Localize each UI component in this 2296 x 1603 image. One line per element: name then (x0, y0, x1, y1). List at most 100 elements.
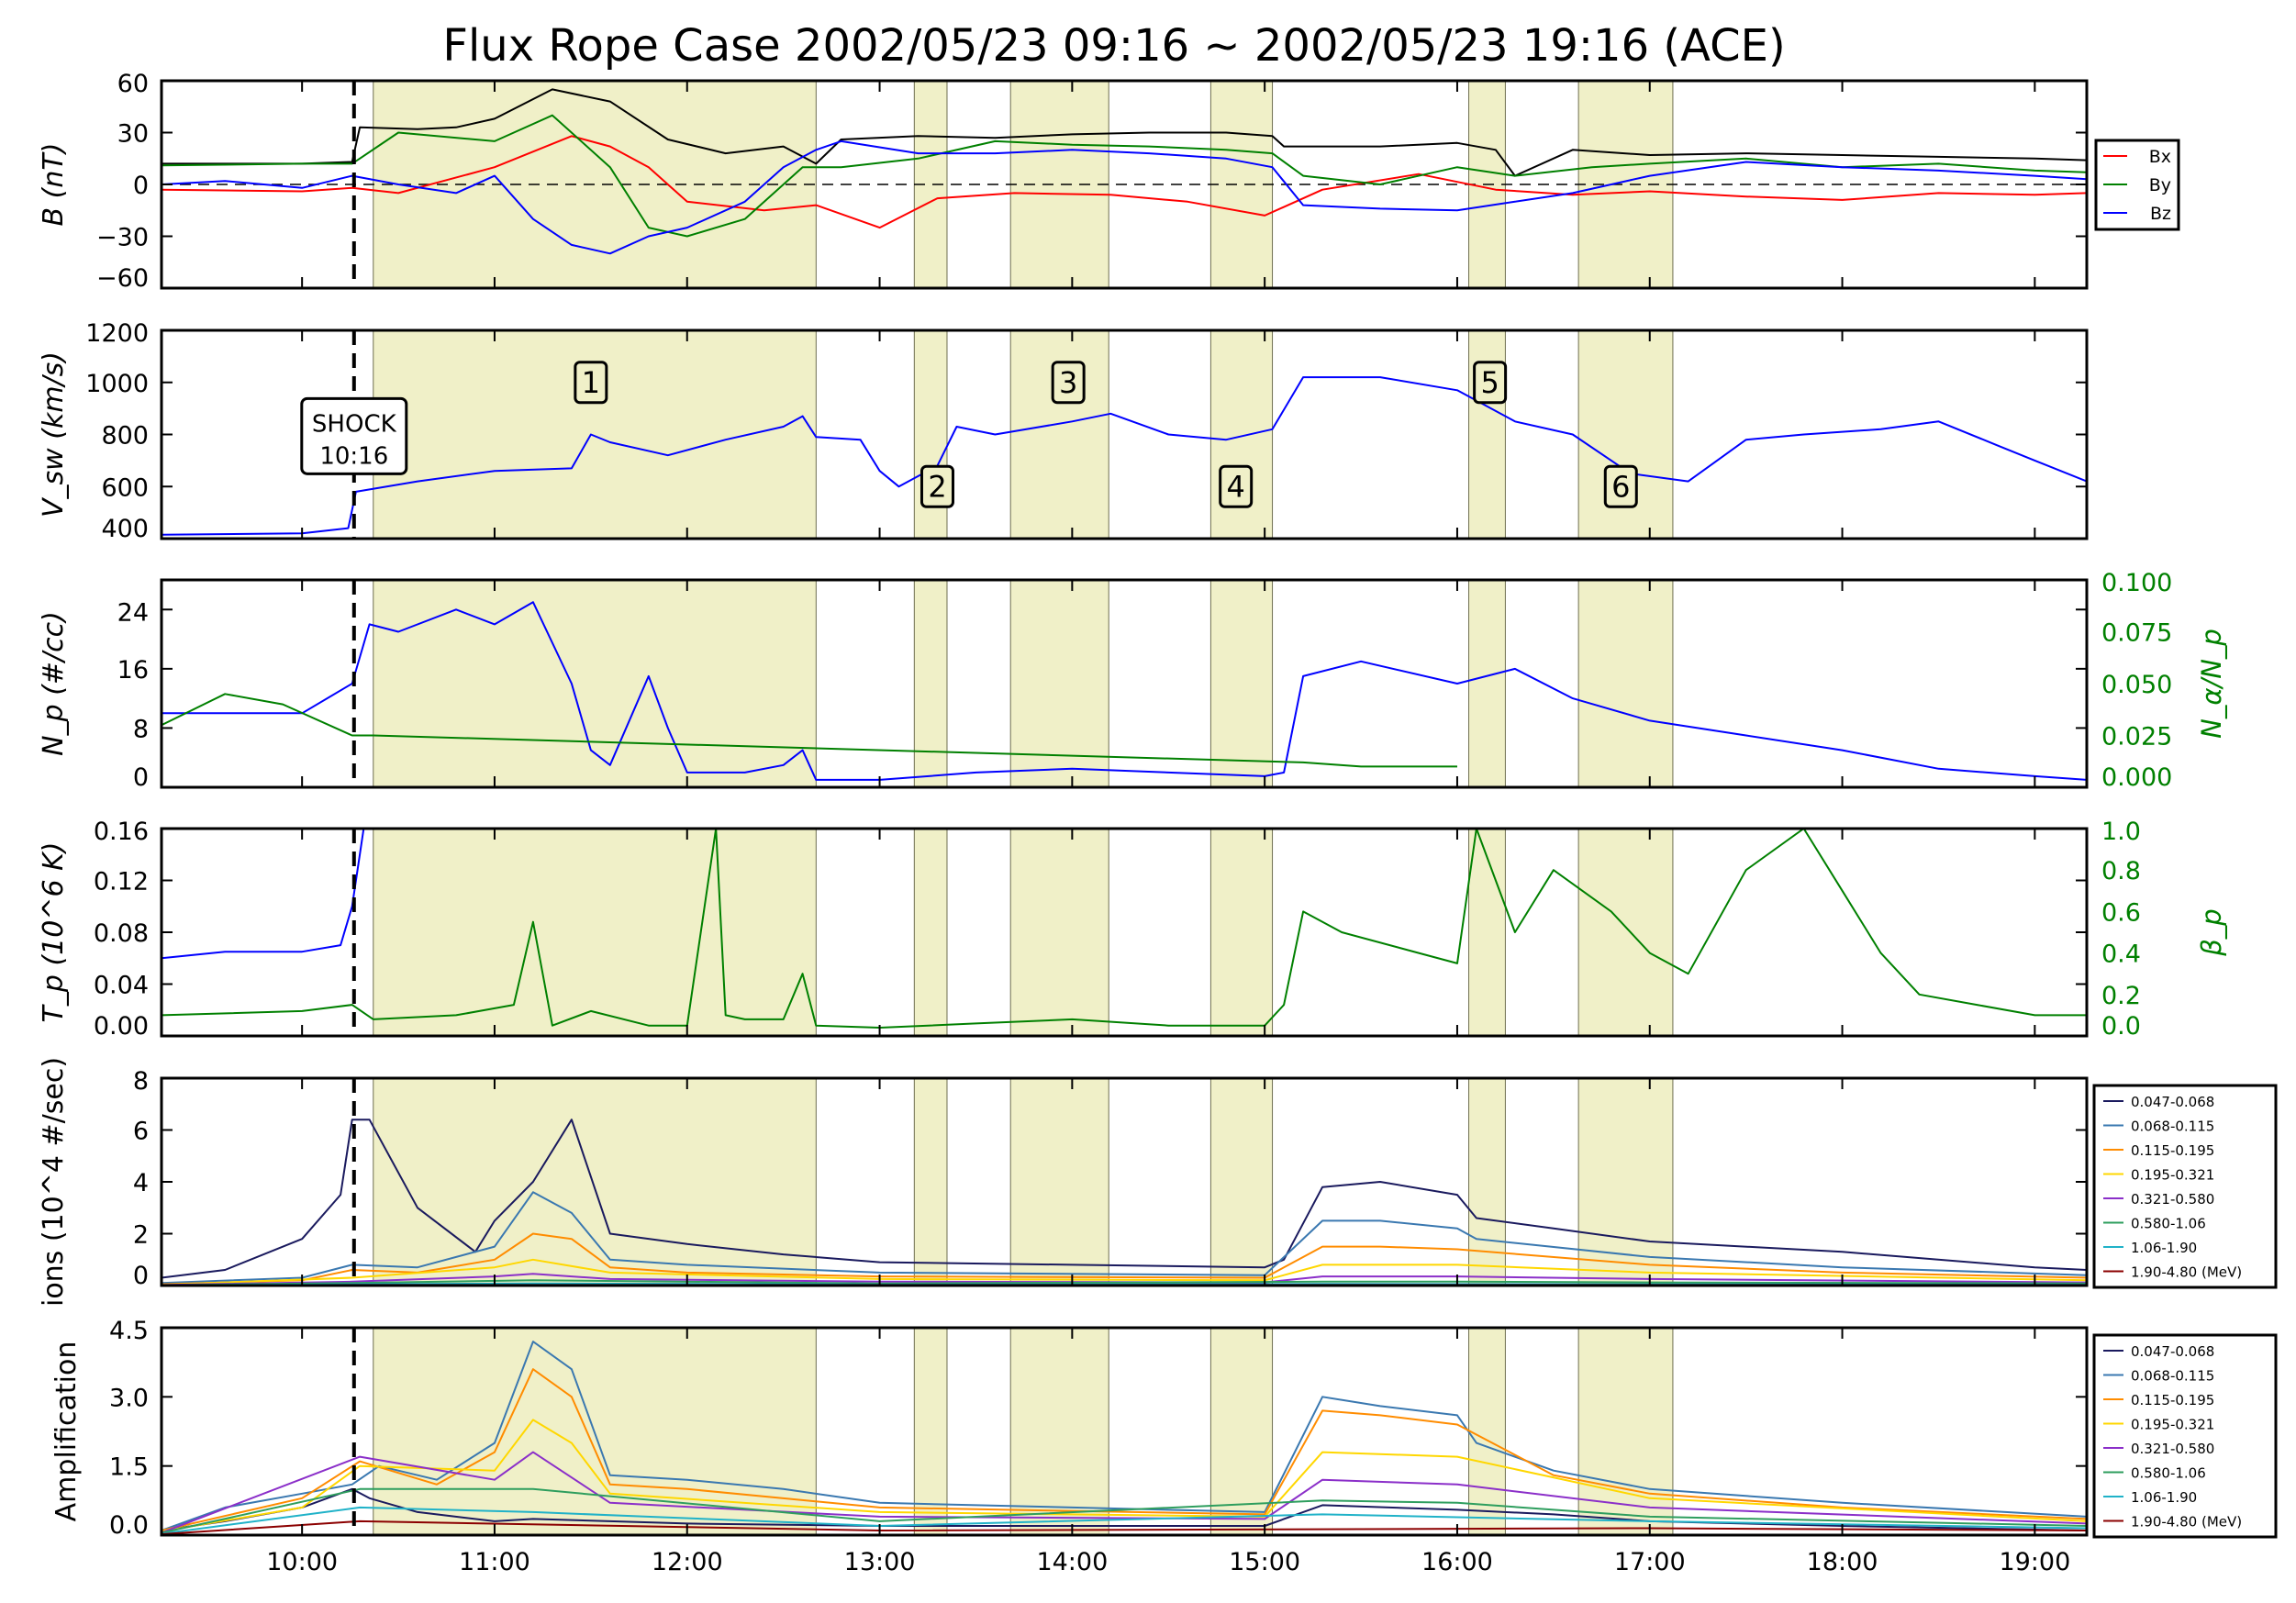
shaded-interval-3 (1009, 1077, 1109, 1286)
y-axis-label: N_p (#/cc) (38, 611, 70, 756)
legend-label: 0.580-1.06 (2131, 1216, 2206, 1232)
y-axis-label: B (nT) (38, 143, 70, 227)
xtick-label: 10:00 (266, 1548, 338, 1576)
legend-box (2092, 1084, 2278, 1289)
legend-label: 1.06-1.90 (2131, 1489, 2197, 1506)
panel-np: 24 16 8 0 0.100 0.075 0.050 0.025 0.000 N_α/N_p N_… (38, 569, 2227, 792)
panel-frame (160, 578, 2089, 789)
y2-axis-label: N_α/N_p (2196, 629, 2227, 739)
series-line-amp-1 (162, 1341, 2087, 1531)
series-line-ions-5 (162, 1279, 2087, 1286)
legend-label: 0.047-0.068 (2131, 1094, 2214, 1110)
xtick-label: 14:00 (1036, 1548, 1108, 1576)
series-line-b-1 (162, 135, 2087, 229)
y2tick-label: 0.050 (2101, 671, 2172, 699)
ytick-label: 0.00 (94, 1012, 149, 1041)
xtick-label: 19:00 (1999, 1548, 2070, 1576)
ytick-label: 0.08 (94, 919, 149, 948)
ytick-label: 60 (117, 70, 149, 98)
ytick-label: 0 (133, 1262, 149, 1290)
ytick-label: 4.5 (109, 1317, 149, 1345)
legend-b: Bx By Bz (2094, 139, 2180, 231)
legend-label: 0.068-0.115 (2131, 1119, 2214, 1135)
series-line-ions-1 (162, 1191, 2087, 1285)
ytick-label: 0.0 (109, 1511, 149, 1540)
shaded-interval-4 (1209, 1077, 1274, 1286)
shaded-interval-4 (1209, 828, 1274, 1037)
shaded-interval-6 (1577, 579, 1674, 788)
legend-label: 0.321-0.580 (2131, 1441, 2214, 1457)
panel-tp: 0.16 0.12 0.08 0.04 0.00 1.0 0.8 0.6 0.4 0.20.0 β_… (38, 818, 2227, 1041)
interval-label: 5 (1480, 365, 1499, 400)
ytick-label: −60 (96, 264, 149, 293)
legend-label: 1.06-1.90 (2131, 1240, 2197, 1256)
ytick-label: 8 (133, 1067, 149, 1096)
ytick-label: −30 (96, 224, 149, 252)
shaded-interval-2 (913, 828, 948, 1037)
y-axis-label: V_sw (km/s) (38, 351, 70, 518)
shaded-interval-4 (1209, 579, 1274, 788)
ytick-label: 16 (117, 656, 149, 685)
xtick-label: 12:00 (652, 1548, 723, 1576)
xtick-label: 17:00 (1614, 1548, 1686, 1576)
y2tick-label: 0.075 (2101, 619, 2172, 648)
legend-label: 1.90-4.80 (MeV) (2131, 1264, 2242, 1281)
legend-label: 0.195-0.321 (2131, 1417, 2214, 1433)
panel-frame (160, 1326, 2089, 1537)
shaded-interval-5 (1468, 579, 1506, 788)
ytick-label: 2 (133, 1221, 149, 1250)
series-group (162, 376, 2087, 536)
legend-label: Bx (2149, 147, 2171, 167)
shaded-interval-4 (1209, 80, 1274, 289)
ytick-label: 0 (133, 172, 149, 200)
series-line-np-1 (162, 693, 1457, 768)
series-line-amp-2 (162, 1368, 2087, 1531)
series-group (162, 88, 2087, 255)
legend-ions: 0.047-0.068 0.068-0.115 0.115-0.195 0.195-0… (2092, 1084, 2278, 1289)
y2-axis-label: β_p (2196, 908, 2227, 956)
y2tick-label: 0.100 (2101, 569, 2172, 597)
chart-title: Flux Rope Case 2002/05/23 09:16 ~ 2002/0… (442, 20, 1785, 72)
shaded-interval-3 (1009, 1327, 1109, 1536)
shaded-interval-3 (1009, 828, 1109, 1037)
series-group (162, 601, 2087, 781)
shaded-interval-1 (373, 579, 817, 788)
interval-label: 4 (1227, 469, 1245, 504)
y2tick-label: 0.6 (2101, 898, 2141, 927)
series-line-amp-3 (162, 1419, 2087, 1532)
ytick-label: 0.16 (94, 818, 149, 846)
ytick-label: 8 (133, 715, 149, 743)
legend-amp: 0.047-0.068 0.068-0.115 0.115-0.195 0.195-0… (2092, 1333, 2278, 1539)
series-line-ions-2 (162, 1232, 2087, 1286)
series-line-b-2 (162, 114, 2087, 238)
ytick-label: 1000 (85, 370, 149, 398)
xtick-label: 16:00 (1421, 1548, 1493, 1576)
panel-vsw: 1200 1000 800 600 400 V_sw (km/s) 1 2 3 4 5 6 SHOCK 1… (38, 319, 2089, 543)
y2tick-label: 0.4 (2101, 941, 2141, 969)
legend-label: 0.580-1.06 (2131, 1465, 2206, 1482)
interval-label: 3 (1059, 365, 1077, 400)
shaded-interval-4 (1209, 1327, 1274, 1536)
ytick-label: 600 (101, 473, 149, 502)
panel-ions: 8 6 4 2 0 ions (10^4 #/sec) 0.047-0.068 0.068-0… (38, 1057, 2278, 1307)
ytick-label: 0.12 (94, 868, 149, 896)
legend-box (2092, 1333, 2278, 1539)
ytick-label: 0 (133, 763, 149, 792)
xtick-label: 13:00 (844, 1548, 916, 1576)
ytick-label: 3.0 (109, 1384, 149, 1412)
series-line-b-3 (162, 139, 2087, 255)
ytick-label: 0.04 (94, 972, 149, 1000)
ytick-label: 24 (117, 598, 149, 627)
y2tick-label: 1.0 (2101, 818, 2141, 846)
panel-amp: 4.5 3.0 1.5 0.0 10:00 11:00 12:00 13:00 14:00 15:… (50, 1317, 2278, 1576)
series-line-tp-0 (162, 829, 365, 960)
ytick-label: 1200 (85, 319, 149, 348)
series-line-vsw-0 (162, 376, 2087, 536)
interval-label-box (1219, 464, 1254, 508)
interval-label: 2 (928, 469, 946, 504)
shaded-interval-6 (1577, 828, 1674, 1037)
shock-label-box (300, 396, 408, 475)
ytick-label: 6 (133, 1118, 149, 1146)
